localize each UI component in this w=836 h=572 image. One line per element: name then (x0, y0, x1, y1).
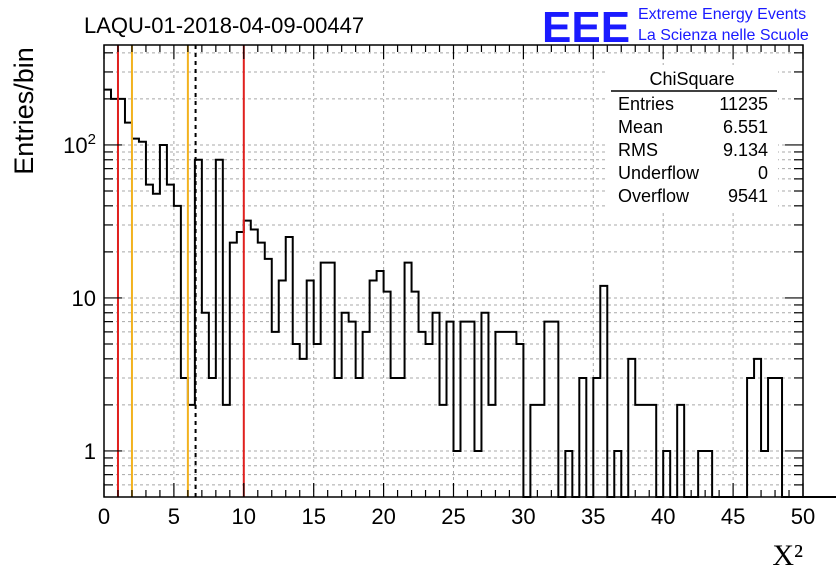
y-tick-labels: 1 10 102 (63, 131, 96, 464)
eee-logo: EEE Extreme Energy Events La Scienza nel… (542, 3, 809, 52)
x-tick-label: 40 (651, 504, 675, 529)
stats-label: RMS (618, 140, 658, 160)
stats-label: Entries (618, 94, 674, 114)
stats-label: Mean (618, 117, 663, 137)
y-axis-label: Entries/bin (9, 47, 39, 175)
stats-box-background (606, 65, 778, 211)
x-tick-label: 25 (441, 504, 465, 529)
x-tick-label: 10 (232, 504, 256, 529)
x-tick-label: 50 (791, 504, 815, 529)
x-tick-label: 15 (301, 504, 325, 529)
x-tick-label: 20 (371, 504, 395, 529)
stats-value: 9541 (728, 186, 768, 206)
histogram-line (104, 88, 836, 498)
stats-value: 0 (758, 163, 768, 183)
x-tick-label: 45 (721, 504, 745, 529)
stats-value: 6.551 (723, 117, 768, 137)
y-tick-label: 1 (84, 439, 96, 464)
stats-box: ChiSquare Entries 11235 Mean 6.551 RMS 9.134 U… (606, 65, 778, 211)
chart-title: LAQU-01-2018-04-09-00447 (84, 13, 364, 38)
stats-value: 11235 (719, 94, 768, 114)
eee-logo-line1: Extreme Energy Events (638, 6, 806, 23)
eee-logo-line2: La Scienza nelle Scuole (638, 27, 809, 44)
histogram (104, 88, 836, 498)
stats-label: Underflow (618, 163, 700, 183)
axis-ticks (103, 45, 804, 497)
stats-title: ChiSquare (649, 69, 734, 89)
x-tick-label: 5 (168, 504, 180, 529)
x-axis-label: X² (772, 539, 803, 572)
x-tick-labels: 0 5 10 15 20 25 30 35 40 45 50 (98, 504, 815, 529)
x-tick-label: 0 (98, 504, 110, 529)
y-tick-label: 10 (72, 286, 96, 311)
eee-logo-mark: EEE (542, 3, 630, 52)
stats-value: 9.134 (723, 140, 768, 160)
stats-label: Overflow (618, 186, 690, 206)
stats-rows: Entries 11235 Mean 6.551 RMS 9.134 Underflow 0 O… (618, 94, 768, 206)
threshold-lines (116, 45, 245, 497)
y-tick-label: 102 (63, 131, 96, 158)
x-tick-label: 35 (581, 504, 605, 529)
x-tick-label: 30 (511, 504, 535, 529)
